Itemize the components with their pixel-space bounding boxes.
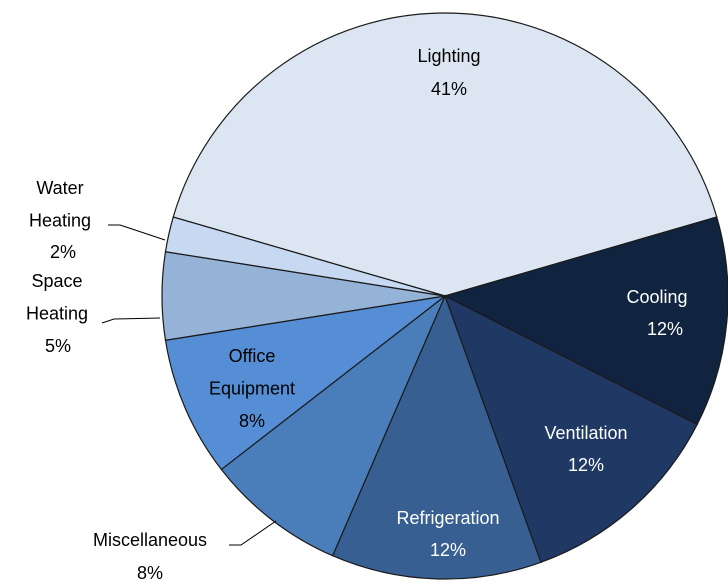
leader-line (108, 224, 166, 241)
slice-value-label: 12% (647, 319, 683, 339)
pie-slice (164, 216, 446, 297)
slice-value-label: 12% (430, 540, 466, 560)
slice-label: Miscellaneous (93, 530, 207, 550)
pie-slice (220, 295, 446, 557)
leader-line (229, 520, 277, 546)
slice-label: Ventilation (544, 423, 627, 443)
slice-label: Office Equipment (209, 346, 295, 399)
labels: Lighting 41% Cooling 12% Ventilation 12% Refri… (26, 46, 688, 583)
slice-label: Cooling (626, 287, 687, 307)
pie-slice (331, 294, 542, 580)
slice-label: Refrigeration (396, 508, 499, 528)
pie (161, 12, 728, 580)
slice-value-label: 5% (45, 336, 71, 356)
slice-value-label: 2% (50, 242, 76, 262)
pie-slice (164, 295, 446, 471)
slice-label: Lighting (417, 46, 480, 66)
slice-value-label: 41% (431, 79, 467, 99)
pie-slice (443, 216, 728, 426)
leader-line (101, 317, 161, 324)
slice-value-label: 12% (568, 455, 604, 475)
slice-value-label: 8% (137, 563, 163, 583)
pie-slice (443, 294, 698, 564)
slice-label: Space Heating (26, 271, 88, 324)
slice-label: Water Heating (29, 178, 91, 231)
slice-value-label: 8% (239, 411, 265, 431)
pie-slice (172, 12, 718, 297)
